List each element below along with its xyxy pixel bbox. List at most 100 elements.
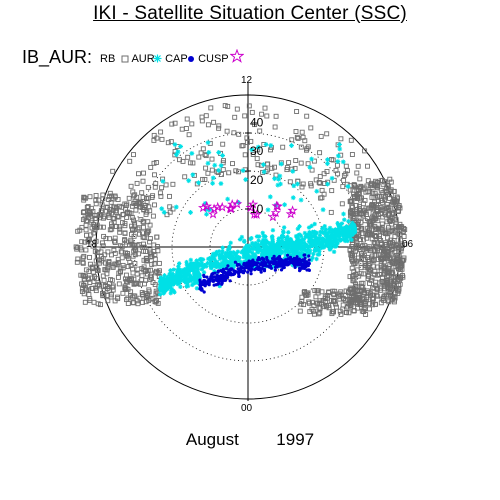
- cap-point: [192, 275, 198, 281]
- aur-point: [129, 276, 134, 282]
- aur-point: [159, 185, 165, 191]
- aur-point: [95, 301, 101, 307]
- cap-point: [212, 162, 218, 168]
- cap-point: [312, 229, 317, 234]
- aur-point: [397, 205, 403, 211]
- aur-point: [94, 250, 100, 256]
- cap-point: [329, 175, 335, 181]
- cap-point: [265, 207, 271, 213]
- cap-point: [284, 237, 289, 242]
- cap-point: [341, 234, 346, 239]
- aur-point: [209, 167, 215, 173]
- aur-point: [299, 184, 305, 190]
- aur-point: [106, 258, 112, 264]
- cap-point: [206, 149, 212, 155]
- cap-point: [335, 153, 341, 159]
- aur-point: [398, 248, 404, 254]
- cap-point: [177, 273, 182, 278]
- cusp-point: [273, 265, 278, 269]
- aur-point: [117, 229, 123, 235]
- cap-point: [256, 245, 262, 250]
- cap-point: [196, 275, 202, 281]
- cap-point: [290, 253, 295, 259]
- footer-month: August: [185, 430, 239, 449]
- cap-point: [283, 252, 288, 258]
- cap-point: [270, 241, 276, 247]
- aur-point: [90, 243, 96, 249]
- cap-point: [352, 228, 357, 234]
- aur-point: [393, 259, 399, 264]
- cap-point: [169, 288, 174, 294]
- cap-point: [248, 247, 253, 252]
- cap-point: [335, 220, 340, 226]
- cap-point: [212, 253, 218, 258]
- cap-point: [175, 281, 180, 287]
- aur-point: [344, 168, 350, 174]
- aur-point: [182, 174, 188, 180]
- aur-point: [147, 276, 153, 282]
- cap-point: [318, 229, 323, 235]
- aur-point: [362, 300, 368, 306]
- cap-point: [332, 229, 337, 234]
- aur-point: [205, 122, 211, 128]
- cap-point: [281, 234, 286, 240]
- cap-point: [309, 156, 315, 162]
- aur-point: [349, 203, 355, 209]
- aur-point: [85, 204, 91, 209]
- aur-point: [355, 163, 361, 169]
- legend-item-star: [229, 48, 245, 66]
- cap-point: [301, 245, 307, 250]
- aur-point: [144, 258, 149, 264]
- cap-point: [335, 159, 341, 164]
- aur-point: [391, 299, 397, 305]
- aur-point: [225, 103, 231, 109]
- cap-point: [313, 240, 319, 245]
- aur-point: [189, 121, 195, 127]
- cap-point: [325, 157, 330, 163]
- aur-point: [365, 276, 371, 282]
- cusp-point: [239, 267, 243, 271]
- cap-point: [286, 249, 291, 254]
- aur-point: [82, 299, 88, 305]
- aur-point: [294, 109, 300, 114]
- cap-point: [299, 254, 305, 259]
- aur-point: [331, 292, 337, 298]
- aur-point: [164, 212, 170, 218]
- cap-point: [165, 275, 170, 280]
- cap-point: [266, 252, 271, 258]
- aur-point: [349, 244, 355, 249]
- cap-point: [334, 243, 339, 249]
- cusp-point: [242, 261, 246, 266]
- cusp-point: [284, 258, 288, 262]
- cap-point: [290, 250, 296, 256]
- cap-point: [188, 273, 193, 279]
- aur-point: [133, 247, 139, 253]
- cap-point: [308, 236, 314, 242]
- aur-point: [294, 134, 300, 140]
- aur-point: [359, 308, 365, 314]
- aur-point: [80, 217, 86, 223]
- cap-point: [216, 168, 222, 173]
- cusp-point: [302, 253, 306, 257]
- cap-point: [232, 261, 237, 267]
- cap-point: [307, 231, 313, 236]
- cusp-point: [198, 283, 202, 287]
- cap-point: [251, 242, 257, 248]
- cap-point: [324, 234, 329, 239]
- aur-point: [183, 126, 189, 131]
- aur-point: [219, 172, 224, 177]
- cap-point: [296, 246, 302, 252]
- cap-point: [199, 267, 205, 272]
- star-point: [272, 201, 283, 211]
- cap-point: [240, 168, 246, 173]
- cap-point: [226, 254, 231, 260]
- aur-point: [75, 245, 81, 251]
- aur-point: [152, 256, 158, 262]
- cap-point: [221, 254, 227, 260]
- aur-point: [152, 202, 157, 208]
- cap-point: [171, 281, 176, 286]
- aur-point: [91, 212, 97, 218]
- legend-label: IB_AUR:: [22, 47, 93, 67]
- aur-point: [105, 298, 111, 304]
- cap-point: [260, 251, 265, 256]
